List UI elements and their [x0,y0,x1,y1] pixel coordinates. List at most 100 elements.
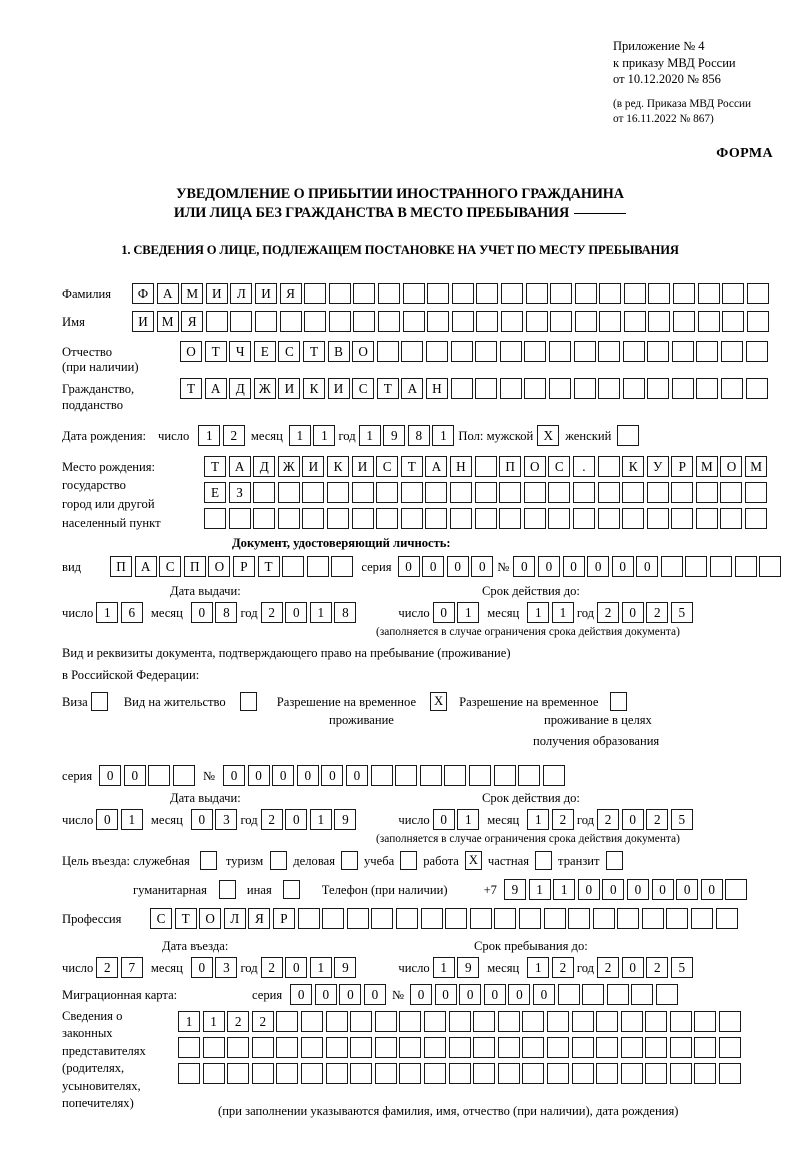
char-cell[interactable] [646,508,669,529]
char-cell[interactable]: 0 [621,809,644,830]
char-cell[interactable]: 0 [285,602,308,623]
char-cell[interactable] [448,1011,471,1032]
char-cell[interactable] [525,311,548,332]
purpose-other-checkbox[interactable] [282,880,300,899]
char-cell[interactable]: Н [425,378,448,399]
char-cell[interactable]: 5 [670,957,693,978]
char-cell[interactable] [546,1037,569,1058]
char-cell[interactable] [746,311,769,332]
char-cell[interactable]: 2 [260,957,283,978]
char-cell[interactable]: 0 [636,556,659,577]
char-cell[interactable] [582,984,605,1005]
char-cell[interactable]: 0 [626,879,649,900]
char-cell[interactable]: 7 [120,957,143,978]
char-cell[interactable] [573,378,596,399]
char-cell[interactable]: А [425,456,448,477]
char-cell[interactable] [444,765,467,786]
char-cell[interactable] [592,908,615,929]
char-cell[interactable] [647,378,670,399]
char-cell[interactable]: 1 [309,809,332,830]
char-cell[interactable] [574,311,597,332]
char-cell[interactable] [395,908,418,929]
char-cell[interactable]: 0 [562,556,585,577]
char-cell[interactable]: 1 [120,809,143,830]
char-cell[interactable]: Я [279,283,302,304]
char-cell[interactable]: П [183,556,206,577]
char-cell[interactable] [377,311,400,332]
char-cell[interactable] [596,1011,619,1032]
char-cell[interactable] [468,765,491,786]
char-cell[interactable] [493,765,516,786]
char-cell[interactable] [370,765,393,786]
char-cell[interactable] [648,311,671,332]
char-cell[interactable] [328,311,351,332]
char-cell[interactable]: 0 [508,984,531,1005]
legal-rep-row-2-input[interactable] [178,1037,742,1058]
char-cell[interactable] [571,1011,594,1032]
char-cell[interactable]: 1 [457,809,480,830]
purpose-official-checkbox[interactable] [199,851,217,870]
char-cell[interactable] [518,908,541,929]
char-cell[interactable]: 0 [285,809,308,830]
char-cell[interactable]: 8 [334,602,357,623]
char-cell[interactable] [548,508,571,529]
char-cell[interactable] [475,341,498,362]
char-cell[interactable]: С [150,908,172,929]
char-cell[interactable]: 0 [483,984,506,1005]
char-cell[interactable]: 0 [621,602,644,623]
char-cell[interactable]: X [537,425,560,446]
char-cell[interactable]: 2 [227,1011,250,1032]
char-cell[interactable] [719,1063,742,1084]
char-cell[interactable] [350,1063,373,1084]
char-cell[interactable]: 0 [700,879,723,900]
char-cell[interactable]: 2 [251,1011,274,1032]
char-cell[interactable]: 0 [222,765,245,786]
char-cell[interactable] [745,482,768,503]
char-cell[interactable] [598,341,621,362]
char-cell[interactable] [597,456,620,477]
char-cell[interactable]: А [401,378,424,399]
char-cell[interactable]: 1 [432,425,455,446]
char-cell[interactable]: В [327,341,350,362]
char-cell[interactable] [694,1063,717,1084]
char-cell[interactable]: М [745,456,768,477]
char-cell[interactable]: Л [223,908,246,929]
char-cell[interactable] [353,311,376,332]
char-cell[interactable]: 2 [646,957,669,978]
char-cell[interactable] [721,341,744,362]
char-cell[interactable] [524,378,547,399]
char-cell[interactable] [423,1011,446,1032]
char-cell[interactable] [695,482,718,503]
char-cell[interactable]: Т [174,908,197,929]
char-cell[interactable] [606,984,629,1005]
char-cell[interactable]: Л [230,283,253,304]
char-cell[interactable]: 0 [587,556,610,577]
char-cell[interactable] [622,378,645,399]
char-cell[interactable]: К [326,456,349,477]
char-cell[interactable] [254,311,277,332]
char-cell[interactable]: И [302,456,325,477]
char-cell[interactable] [474,508,497,529]
char-cell[interactable]: 8 [215,602,238,623]
char-cell[interactable]: 1 [309,957,332,978]
char-cell[interactable]: 0 [285,957,308,978]
char-cell[interactable]: Н [449,456,472,477]
char-cell[interactable] [697,311,720,332]
char-cell[interactable] [671,482,694,503]
char-cell[interactable] [548,378,571,399]
char-cell[interactable]: 5 [670,809,693,830]
char-cell[interactable] [572,508,595,529]
char-cell[interactable]: 1 [457,602,480,623]
char-cell[interactable] [499,508,522,529]
char-cell[interactable] [253,508,276,529]
char-cell[interactable]: З [228,482,251,503]
char-cell[interactable]: 0 [537,556,560,577]
char-cell[interactable] [475,378,498,399]
char-cell[interactable]: 0 [190,602,213,623]
char-cell[interactable]: Д [253,456,276,477]
char-cell[interactable] [685,556,708,577]
